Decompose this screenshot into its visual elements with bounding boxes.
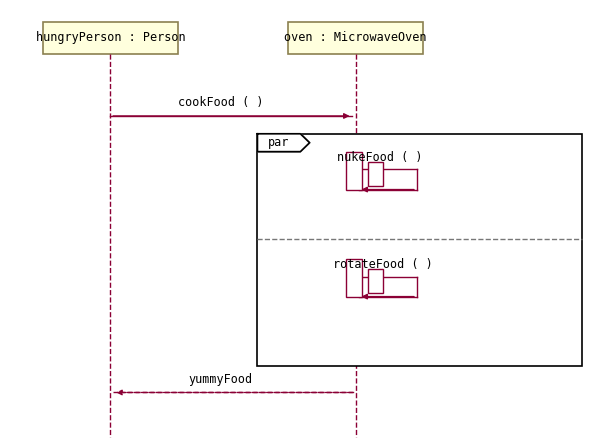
Text: nukeFood ( ): nukeFood ( ) [337,151,423,164]
FancyBboxPatch shape [288,22,423,54]
Text: rotateFood ( ): rotateFood ( ) [333,258,433,271]
Polygon shape [257,134,310,152]
Bar [346,152,362,190]
Text: oven : MicrowaveOven: oven : MicrowaveOven [284,31,427,45]
Text: yummyFood: yummyFood [189,373,253,386]
Bar [346,259,362,297]
FancyBboxPatch shape [43,22,178,54]
Bar [257,134,582,366]
Bar [368,269,383,293]
Text: par: par [268,136,289,149]
Text: cookFood ( ): cookFood ( ) [178,96,264,109]
Text: hungryPerson : Person: hungryPerson : Person [36,31,185,45]
Bar [368,162,383,186]
